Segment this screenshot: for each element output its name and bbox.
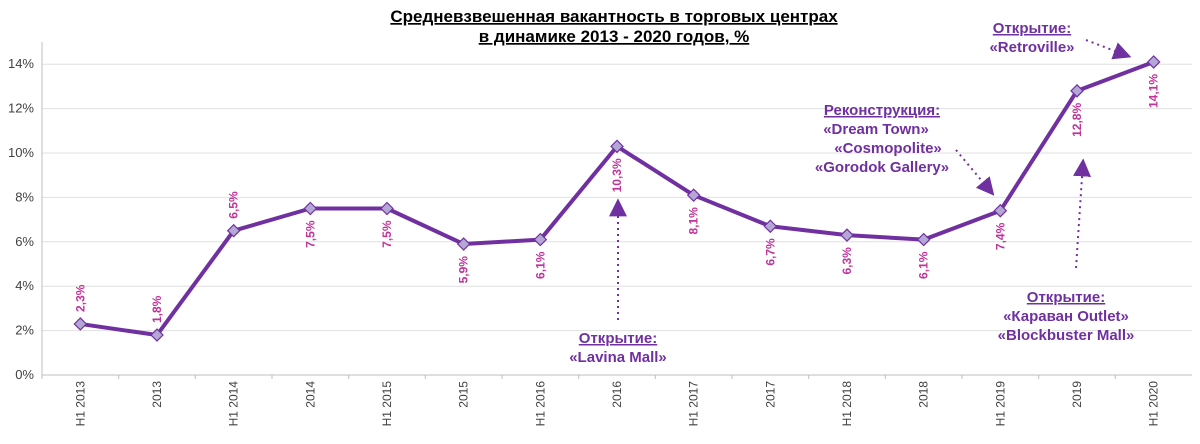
vacancy-series [73,55,1161,342]
chart-title-line-1: Средневзвешенная вакантность в торговых … [390,7,838,26]
x-tick-label: 2019 [1070,381,1084,408]
annotation-line: «Blockbuster Mall» [998,327,1135,344]
data-label: 7,4% [993,222,1007,250]
annotation-line: «Retroville» [989,39,1074,56]
data-label: 6,3% [840,247,854,275]
data-point-marker [916,232,931,247]
annotation: Реконструкция: «Dream Town» «Cosmopolite» «… [815,102,949,176]
data-point-marker [1146,55,1161,69]
y-tick-label: 10% [8,145,34,160]
x-tick-label: 2013 [150,381,164,408]
annotation: Открытие: «Lavina Mall» [569,330,667,366]
annotation-line: «Караван Outlet» [1003,308,1129,325]
data-labels: 2,3% 1,8% 6,5% 7,5% 7,5% 5,9% 6,1% 10,3% 8,1% 6,7… [73,74,1160,323]
data-label: 6,1% [917,251,931,279]
x-tick-label: 2018 [917,381,931,408]
data-point-marker [1070,83,1084,98]
x-tick-label: H1 2013 [73,381,87,427]
data-point-marker [380,201,394,216]
annotation-line: «Dream Town» [823,121,929,138]
x-tick-label: H1 2017 [687,381,701,427]
data-point-marker [533,232,548,247]
annotation-title: Реконструкция: [824,102,940,119]
chart-title: Средневзвешенная вакантность в торговых … [390,7,838,46]
y-tick-label: 12% [8,101,34,116]
data-point-marker [150,328,164,342]
data-label: 1,8% [150,295,164,323]
x-tick-label: 2016 [610,381,624,408]
annotation-title: Открытие: [579,330,657,347]
data-label: 6,1% [533,251,547,279]
data-label: 2,3% [73,284,87,312]
x-tick-label: H1 2018 [840,381,854,427]
data-label: 10,3% [610,158,624,192]
data-label: 5,9% [457,256,471,284]
data-label: 14,1% [1147,74,1161,108]
data-label: 7,5% [380,220,394,248]
x-tick-label: 2015 [457,381,471,408]
data-point-marker [763,219,778,234]
annotation-title: Открытие: [993,20,1071,37]
y-tick-label: 6% [15,234,34,249]
gridlines [42,63,1192,332]
annotation-arrow [1073,158,1092,269]
annotation-line: «Gorodok Gallery» [815,159,949,176]
series-line [80,60,1155,338]
x-tick-label: 2017 [763,381,777,408]
x-tick-label: H1 2020 [1147,381,1161,427]
y-tick-label: 0% [15,367,34,382]
y-tick-label: 4% [15,278,34,293]
data-label: 12,8% [1070,103,1084,137]
annotation-line: «Cosmopolite» [834,140,942,157]
x-tick-label: H1 2014 [227,381,241,427]
x-tick-label: 2014 [303,381,317,408]
data-label: 8,1% [687,207,701,235]
y-axis: 0% 2% 4% 6% 8% 10% 12% 14% [8,42,43,382]
y-tick-label: 2% [15,323,34,338]
annotation-arrow [955,149,995,196]
annotation-arrow [1085,39,1132,60]
data-point-marker [303,201,318,216]
data-label: 7,5% [303,220,317,248]
x-tick-label: H1 2015 [380,381,394,427]
data-point-marker [993,203,1008,218]
data-label: 6,7% [763,238,777,266]
x-tick-label: H1 2019 [993,381,1007,427]
x-axis: H1 2013 2013 H1 2014 2014 H1 2015 2015 H1 2016… [41,374,1192,427]
y-tick-label: 14% [8,56,34,71]
data-point-marker [840,228,854,242]
chart-title-line-2: в динамике 2013 - 2020 годов, % [479,27,750,46]
data-point-marker [610,139,624,154]
data-point-marker [226,223,241,238]
data-point-marker [73,317,88,331]
annotations: Открытие: «Lavina Mall» Реконструкция: «Dre… [569,20,1134,366]
data-point-marker [686,188,701,203]
x-tick-label: H1 2016 [533,381,547,427]
annotation-title: Открытие: [1027,289,1105,306]
annotation: Открытие: «Retroville» [989,20,1074,56]
annotation: Открытие: «Караван Outlet» «Blockbuster Ma… [998,289,1135,344]
y-tick-label: 8% [15,189,34,204]
data-point-marker [456,237,471,251]
annotation-line: «Lavina Mall» [569,349,667,366]
data-label: 6,5% [227,191,241,219]
